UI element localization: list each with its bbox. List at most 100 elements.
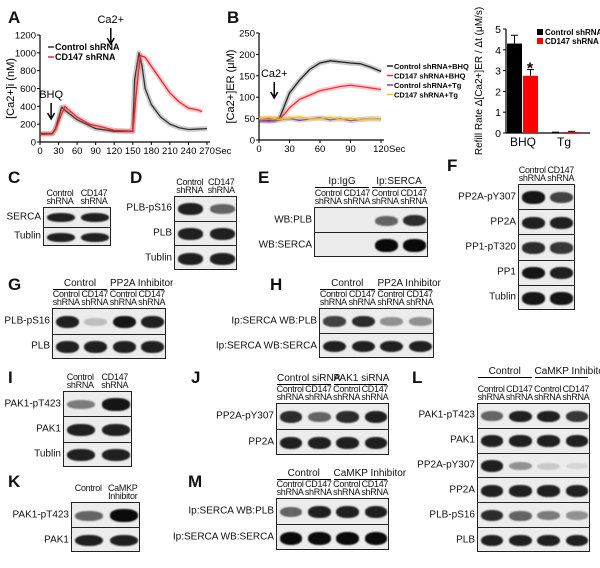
band (550, 216, 574, 229)
blot-row (478, 454, 589, 479)
blot-row (44, 208, 110, 228)
blot-row (53, 335, 165, 361)
group-label: Control siRNA (277, 373, 341, 385)
row-label: SERCA (6, 211, 41, 223)
lane-label: CD147 shRNA (361, 479, 389, 497)
band (351, 315, 375, 328)
legend-entry: CD147 shRNA (55, 52, 116, 62)
band (409, 317, 433, 326)
row-label: PP2A (449, 484, 475, 496)
blot-row (64, 392, 131, 418)
band (565, 410, 589, 422)
band (537, 534, 560, 547)
row-label: PP1-pT320 (465, 241, 516, 253)
band (67, 449, 96, 462)
panel-label-b: B (227, 8, 240, 27)
group-label: PP2A Inhibitor (377, 278, 441, 290)
y-tick-label: 50 (244, 114, 255, 125)
band (403, 239, 427, 252)
x-unit-label: Sec (389, 144, 406, 155)
band (364, 505, 388, 519)
lane-label: CD147 shRNA (400, 188, 428, 206)
x-tick-label: 0 (37, 146, 42, 157)
band (351, 340, 375, 353)
band (112, 341, 136, 354)
y-tick-label: 4 (495, 45, 501, 57)
series-line-0 (40, 52, 208, 135)
lane-label: Control shRNA (276, 479, 304, 497)
row-label: PLB (153, 227, 172, 239)
category-label: Tg (557, 135, 571, 149)
y-tick-label: 1200 (15, 31, 36, 42)
band (109, 509, 138, 522)
band (336, 505, 359, 519)
band (178, 228, 204, 240)
lane-label: CD147 shRNA (505, 384, 533, 402)
x-tick-label: 0 (256, 144, 261, 155)
band (84, 341, 108, 354)
blot-e (314, 207, 428, 257)
panel-label-d: D (130, 168, 143, 187)
x-tick-label: 30 (53, 146, 64, 157)
band (509, 534, 532, 547)
x-tick-label: 270 (199, 146, 215, 157)
x-tick-label: 240 (181, 146, 197, 157)
blot-row (175, 197, 236, 222)
lane-label: Control shRNA (371, 188, 399, 206)
band (550, 242, 574, 254)
band (380, 317, 404, 326)
x-tick-label: 30 (284, 144, 295, 155)
row-label: Tublin (489, 291, 516, 303)
lane-label: Control shRNA (66, 372, 94, 390)
band (521, 267, 545, 280)
row-label: WB:SERCA (258, 239, 312, 250)
y-tick-label: 3 (495, 66, 501, 78)
lane-label: Control shRNA (319, 289, 347, 307)
group-label: Ip:IgG (315, 176, 369, 188)
blot-row (478, 404, 589, 429)
x-tick-label: 150 (125, 146, 141, 157)
band (101, 449, 130, 462)
band (75, 510, 104, 521)
band (308, 505, 331, 519)
x-tick-label: 120 (373, 144, 389, 155)
band (537, 410, 560, 423)
panel-label-e: E (258, 168, 270, 187)
row-label: Tublin (145, 252, 172, 264)
panel-label-k: K (8, 472, 21, 491)
blot-row (277, 499, 388, 525)
row-label: Ip:SERCA WB:PLB (188, 505, 274, 517)
band (279, 410, 303, 423)
y-axis-label: [Ca2+]ER (μM) (225, 50, 237, 124)
band (81, 232, 109, 242)
y-tick-label: 600 (20, 84, 36, 95)
band (112, 315, 136, 328)
y-tick-label: 800 (20, 66, 36, 77)
blot-row (519, 185, 574, 211)
band (480, 510, 504, 522)
band (55, 315, 79, 328)
series-line-1 (259, 84, 382, 120)
blot-g (52, 308, 166, 359)
blot-f (518, 184, 575, 310)
blot-j (276, 403, 389, 455)
band (509, 410, 532, 423)
lane-label: CD147 shRNA (304, 384, 332, 402)
blot-row (478, 503, 589, 529)
band (521, 216, 545, 229)
band (109, 534, 138, 547)
row-label: PAK1 (450, 434, 475, 446)
row-label: PP2A-pY307 (458, 191, 516, 203)
band (346, 217, 369, 223)
band (521, 292, 545, 305)
lane-label: Control shRNA (109, 289, 137, 307)
blot-row (72, 503, 139, 528)
legend-entry: Control shRNA (545, 28, 600, 37)
group-label: Control (320, 278, 375, 290)
group-label: PP2A Inhibitor (110, 278, 174, 290)
lane-label: CD147 shRNA (101, 372, 129, 390)
legend-entry: Control shRNA (55, 42, 120, 52)
blot-row (320, 334, 433, 359)
band (322, 316, 346, 327)
